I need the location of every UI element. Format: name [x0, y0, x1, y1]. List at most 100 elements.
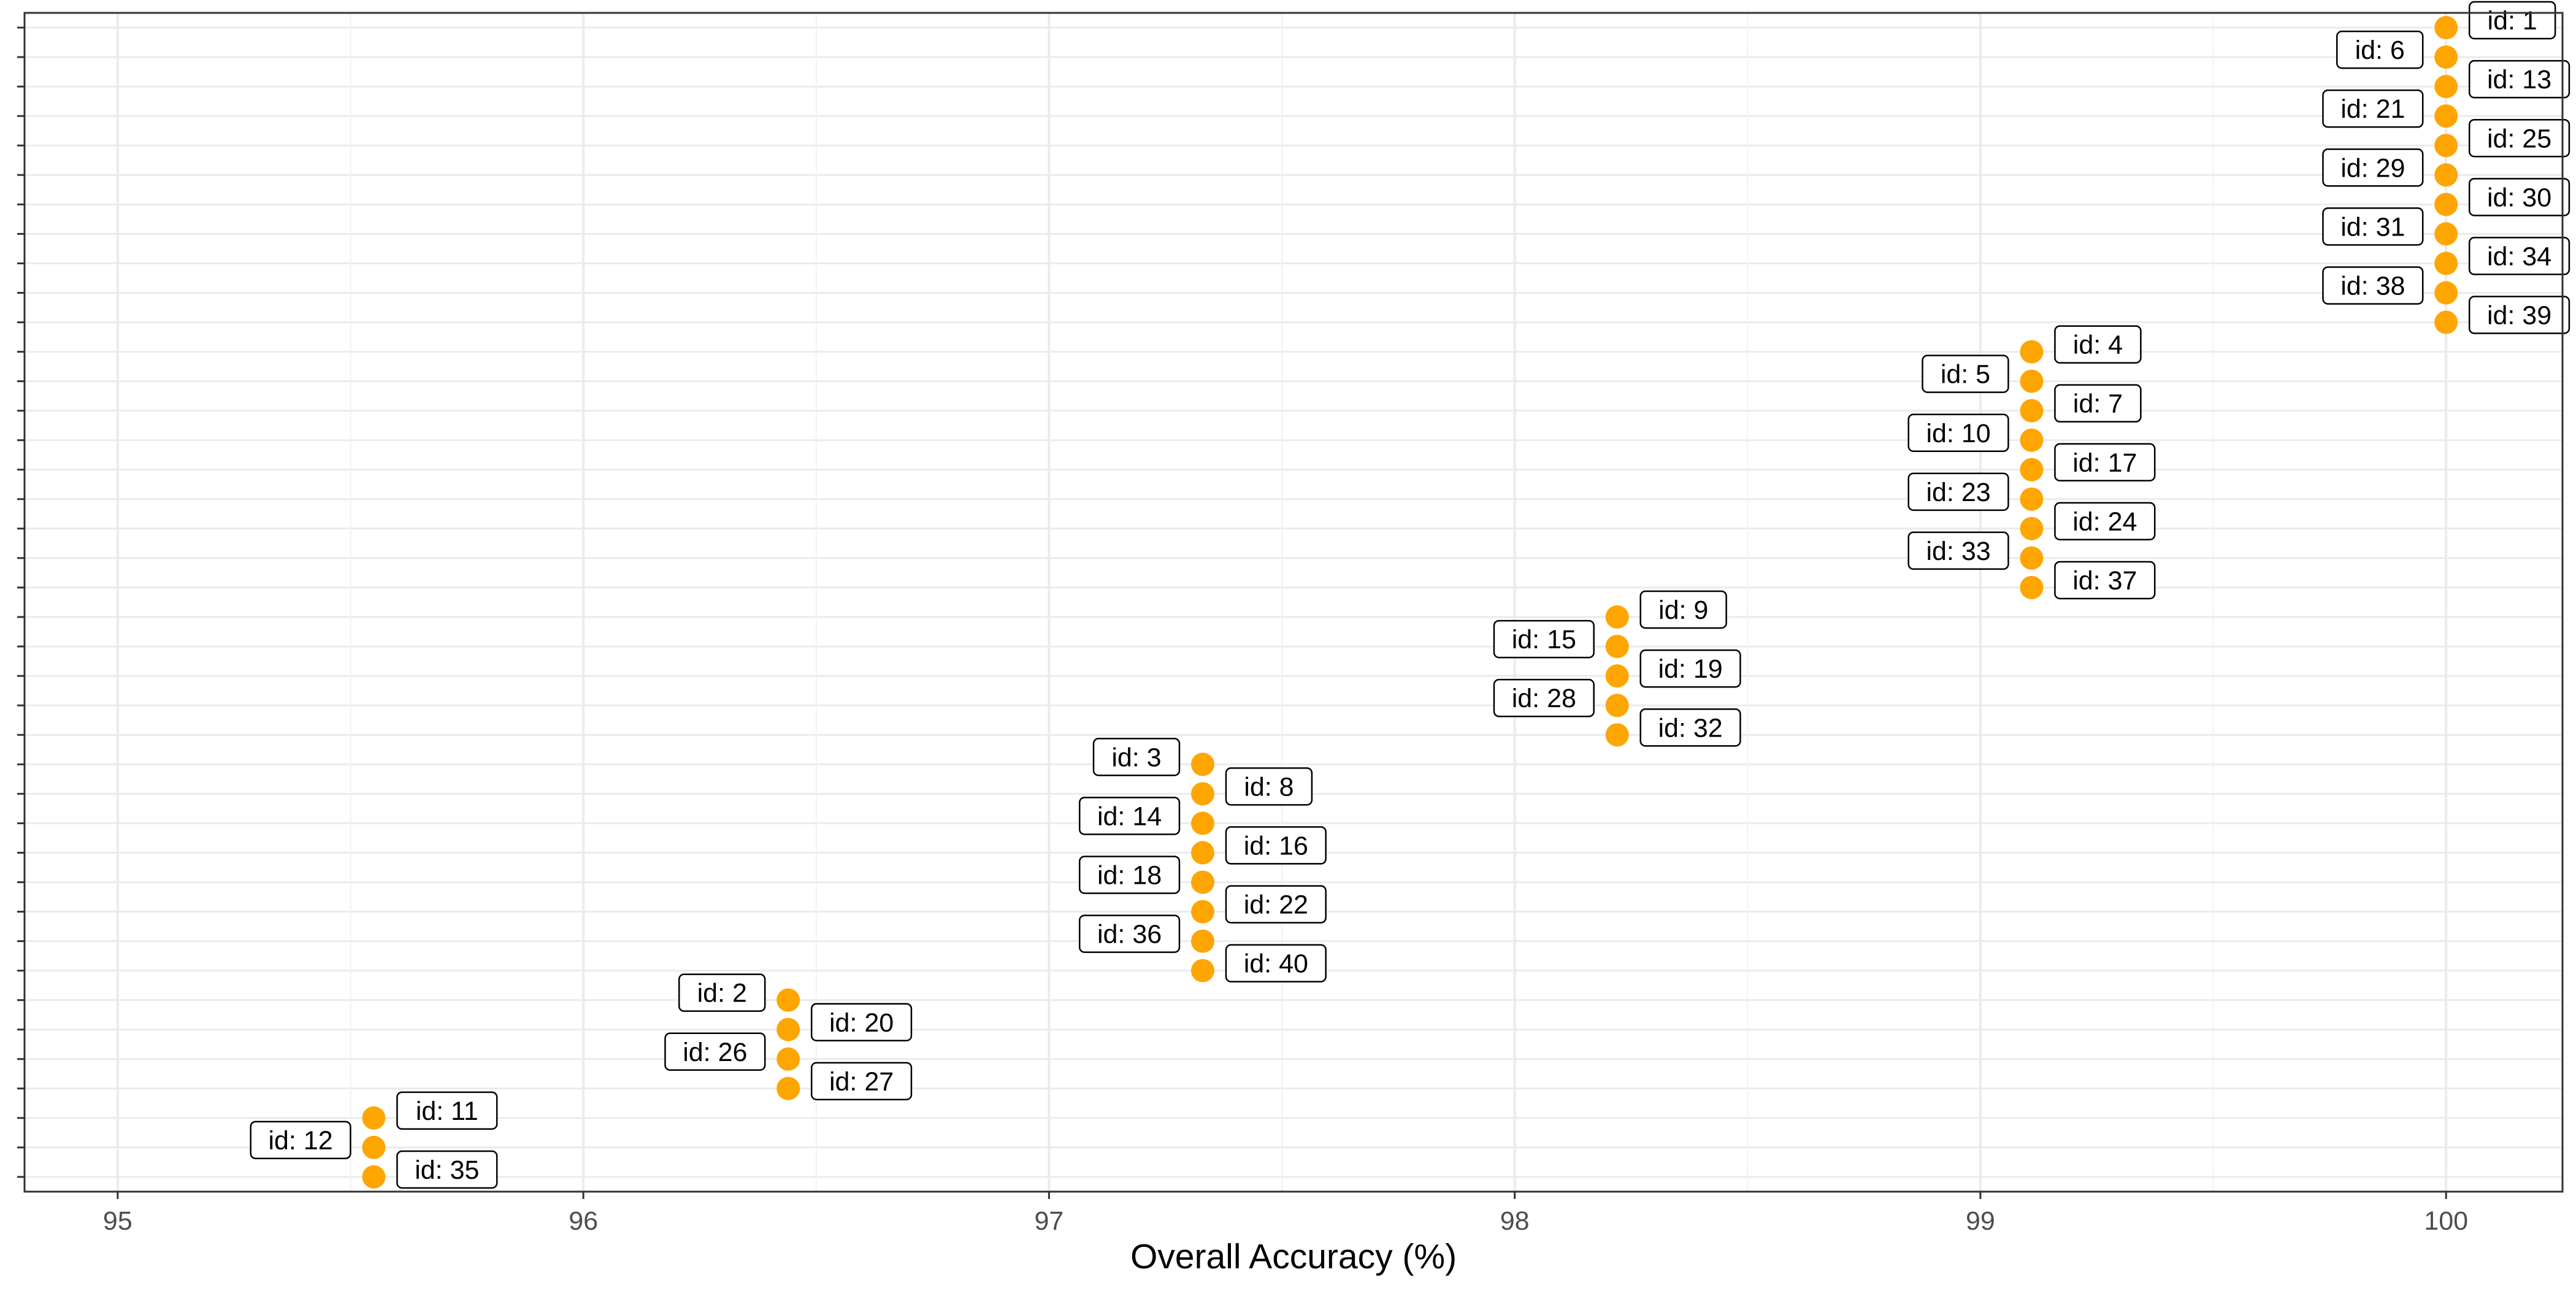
point-label-text: id: 32 [1658, 713, 1722, 743]
point-label-text: id: 20 [829, 1008, 894, 1038]
point-label: id: 7 [2054, 384, 2142, 423]
point-label-box [2468, 237, 2570, 275]
point-label-box [1907, 413, 2009, 452]
data-point [2020, 340, 2044, 364]
point-label-text: id: 25 [2487, 124, 2551, 153]
point-label: id: 11 [396, 1091, 498, 1130]
point-label: id: 6 [2336, 30, 2424, 69]
point-label: id: 12 [250, 1121, 351, 1160]
data-point [2434, 310, 2458, 334]
data-point [776, 1076, 800, 1100]
point-label-text: id: 37 [2072, 566, 2137, 596]
point-label-box [2468, 1, 2556, 40]
data-point [2020, 458, 2044, 481]
data-point [362, 1165, 386, 1189]
data-point [1190, 900, 1214, 924]
point-label-text: id: 22 [1244, 891, 1308, 920]
data-point [2434, 104, 2458, 128]
data-point [1605, 694, 1629, 718]
point-label-box [2322, 89, 2424, 128]
data-point [2434, 75, 2458, 99]
point-label-box [1907, 531, 2009, 570]
point-label-text: id: 24 [2072, 507, 2137, 537]
point-label-text: id: 21 [2340, 94, 2405, 124]
data-point [2434, 281, 2458, 305]
point-label-text: id: 8 [1244, 772, 1294, 802]
point-label: id: 33 [1907, 531, 2009, 570]
data-point [776, 1047, 800, 1071]
point-label-text: id: 34 [2487, 242, 2551, 271]
point-label-box [1922, 354, 2009, 393]
point-label-text: id: 36 [1097, 920, 1162, 949]
point-label: id: 40 [1225, 944, 1327, 983]
point-label: id: 16 [1225, 826, 1327, 865]
data-point [1190, 841, 1214, 865]
point-label-box [1225, 826, 1327, 865]
point-label-box [2054, 443, 2156, 482]
point-label-text: id: 5 [1941, 360, 1990, 389]
point-label-box [1493, 619, 1595, 659]
point-label-text: id: 28 [1512, 684, 1576, 713]
point-label-box [664, 1032, 766, 1071]
point-label-text: id: 9 [1658, 596, 1708, 625]
point-label-text: id: 27 [829, 1067, 894, 1097]
point-label: id: 38 [2322, 266, 2424, 305]
point-label-text: id: 17 [2072, 448, 2137, 478]
point-label-text: id: 35 [415, 1155, 479, 1185]
point-label-box [2054, 502, 2156, 541]
point-label: id: 18 [1078, 856, 1181, 894]
point-label-text: id: 39 [2487, 301, 2551, 331]
point-label-box [1078, 856, 1181, 894]
data-point [2020, 369, 2044, 393]
data-point [2020, 487, 2044, 511]
point-label-box [2468, 118, 2570, 158]
data-point [2020, 399, 2044, 423]
point-label: id: 15 [1493, 619, 1595, 659]
x-tick-label: 99 [1966, 1206, 1995, 1236]
point-label-box [396, 1150, 498, 1189]
point-label-box [1225, 767, 1313, 806]
point-label-box [396, 1091, 498, 1130]
data-point [1605, 723, 1629, 747]
data-point [1190, 753, 1214, 776]
point-label-text: id: 3 [1111, 743, 1161, 772]
point-label: id: 31 [2322, 207, 2424, 246]
x-tick-label: 96 [569, 1206, 598, 1236]
point-label-text: id: 10 [1926, 419, 1990, 448]
point-label-box [1225, 885, 1327, 924]
point-label-text: id: 1 [2488, 6, 2537, 36]
point-label: id: 30 [2468, 178, 2570, 216]
point-label: id: 21 [2322, 89, 2424, 128]
point-label-text: id: 6 [2355, 36, 2405, 65]
point-label: id: 25 [2468, 118, 2570, 158]
point-label-box [250, 1121, 351, 1160]
point-label: id: 14 [1078, 797, 1181, 835]
point-label-box [2336, 30, 2424, 69]
point-label-box [1639, 649, 1741, 688]
point-label-box [2054, 384, 2142, 423]
grid-layer [25, 13, 2563, 1192]
data-point [2434, 251, 2458, 275]
point-label: id: 37 [2054, 561, 2156, 600]
data-point [2020, 575, 2044, 599]
x-tick-label: 95 [103, 1206, 132, 1236]
point-label-text: id: 40 [1244, 949, 1308, 979]
point-label: id: 10 [1907, 413, 2009, 452]
data-point [362, 1106, 386, 1130]
point-label: id: 5 [1922, 354, 2009, 393]
point-label: id: 29 [2322, 148, 2424, 187]
point-label-box [1078, 797, 1181, 835]
data-point [1605, 664, 1629, 688]
point-label: id: 22 [1225, 885, 1327, 924]
data-point [1190, 870, 1214, 894]
data-point [1190, 811, 1214, 835]
data-point [2020, 428, 2044, 452]
point-label-box [1639, 708, 1741, 747]
point-label: id: 35 [396, 1150, 498, 1189]
point-label-text: id: 38 [2340, 272, 2405, 301]
point-label: id: 8 [1225, 767, 1313, 806]
data-point [2434, 16, 2458, 40]
point-label-box [2322, 207, 2424, 246]
